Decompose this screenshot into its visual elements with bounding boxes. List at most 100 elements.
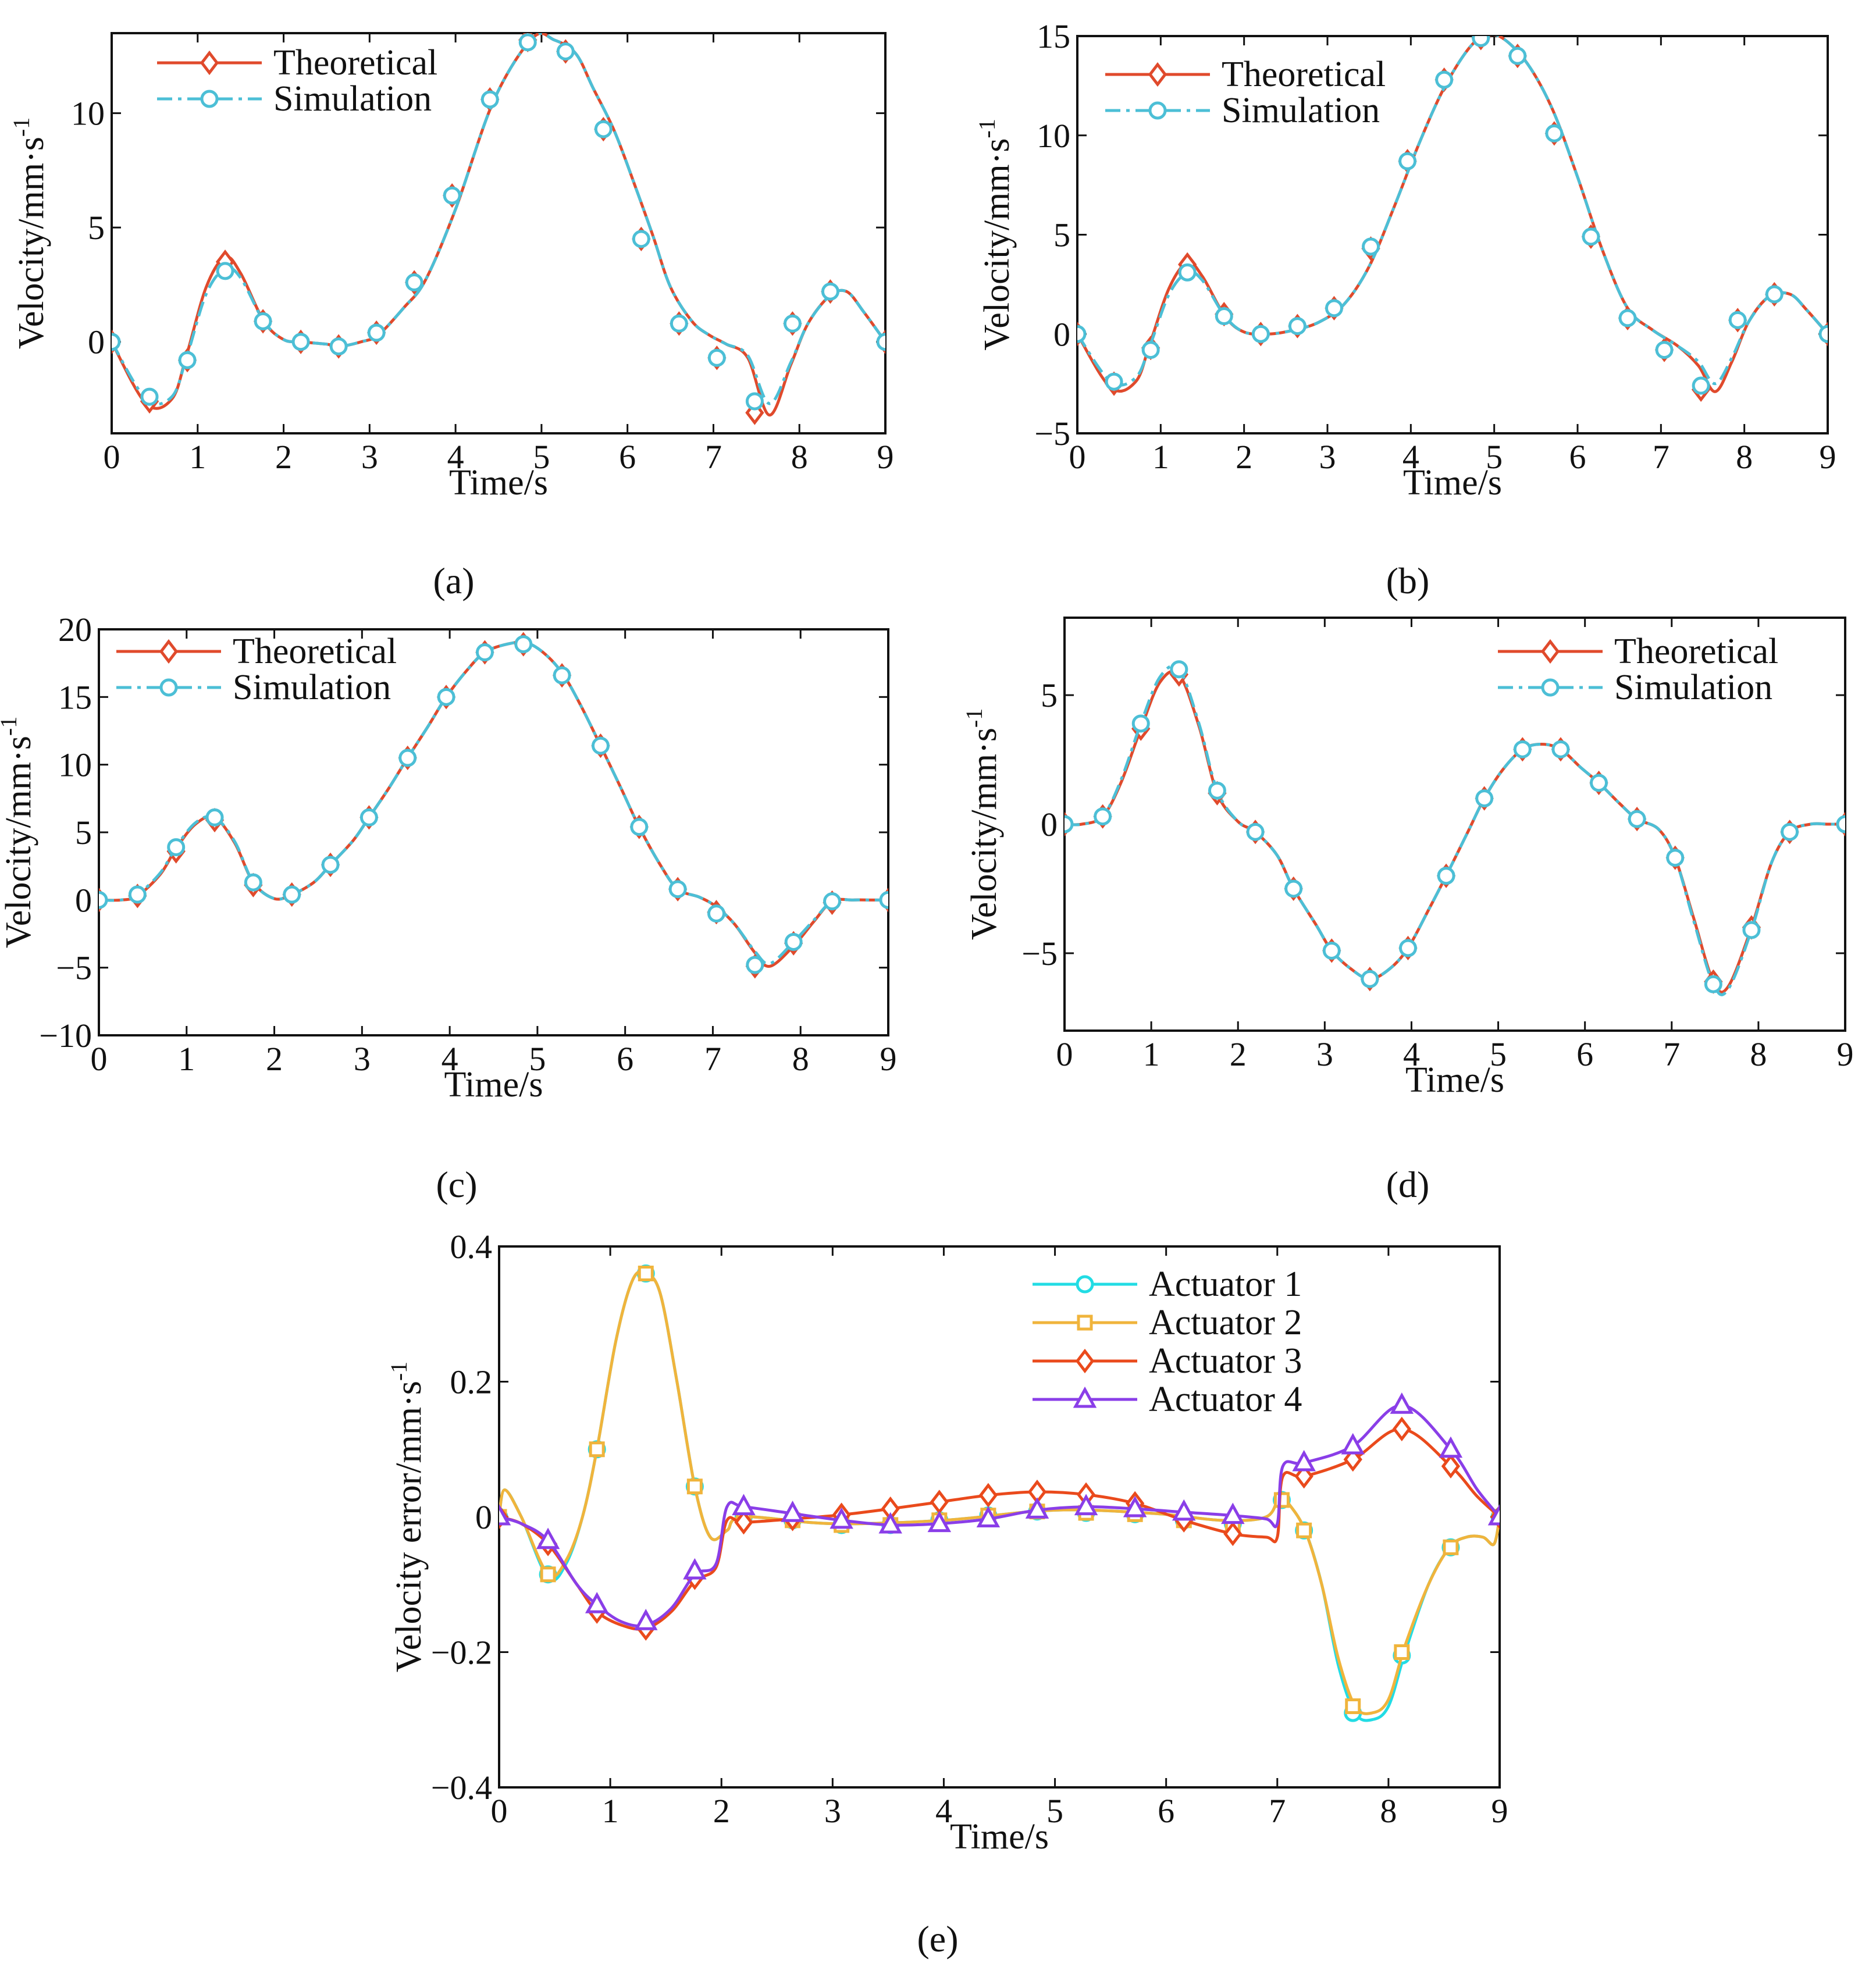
series-line-b-0 — [1077, 36, 1828, 393]
y-tick-label-e: 0 — [475, 1498, 492, 1536]
data-point-c-1 — [99, 890, 108, 909]
data-point-a-1 — [291, 333, 310, 351]
data-point-d-1 — [1781, 822, 1799, 841]
plot-area-c: 0 1 2 3 4 5 6 7 8 9 −10 −5 0 5 10 15 20 Time/s Velocity/mm… — [0, 611, 897, 1105]
data-point-b-1 — [1728, 311, 1747, 329]
y-tick-label-a: 0 — [88, 323, 105, 361]
data-point-d-1 — [1513, 740, 1532, 758]
data-point-e-2 — [734, 1510, 753, 1535]
data-point-b-1 — [1178, 263, 1197, 282]
panel-e: 0 1 2 3 4 5 6 7 8 9 −0.4 −0.2 0 0.2 0.4 Time/s Velocity … — [386, 1228, 1508, 1960]
data-point-e-1 — [1394, 1644, 1410, 1660]
data-point-b-1 — [1325, 299, 1343, 318]
y-tick-label-c: 0 — [75, 881, 92, 919]
data-point-b-1 — [1655, 341, 1674, 359]
data-point-e-1 — [1273, 1492, 1290, 1508]
series-line-c-0 — [99, 640, 888, 968]
data-point-c-1 — [707, 904, 725, 923]
data-point-d-1 — [1590, 774, 1608, 792]
legend-marker — [1148, 62, 1167, 87]
data-point-e-1 — [686, 1479, 703, 1495]
data-point-c-1 — [591, 736, 610, 755]
x-tick-label-a: 1 — [189, 438, 206, 476]
data-point-e-2 — [1223, 1521, 1243, 1547]
y-tick-label-d: 5 — [1041, 676, 1058, 714]
data-point-d-1 — [1475, 789, 1494, 808]
data-point-d-1 — [1437, 867, 1455, 885]
data-point-a-1 — [112, 333, 121, 351]
data-point-d-1 — [1322, 941, 1341, 960]
plot-area-a: 0 1 2 3 4 5 6 7 8 9 0 5 10 Time/s Velocity/mm·s-1 Theor… — [8, 32, 894, 503]
series-c-1 — [99, 635, 888, 974]
y-axis-title-e: Velocity error/mm·s-1 — [386, 1362, 429, 1672]
legend-label: Actuator 2 — [1149, 1303, 1302, 1342]
legend-label: Simulation — [233, 668, 391, 707]
y-tick-label-d: −5 — [1021, 935, 1058, 972]
data-point-d-1 — [1742, 921, 1761, 939]
data-point-d-1 — [1398, 939, 1417, 957]
legend-entry-b-1: Simulation — [1105, 91, 1380, 130]
y-tick-label-b: 5 — [1053, 216, 1070, 254]
y-tick-label-c: 15 — [58, 678, 92, 716]
data-point-b-1 — [1508, 47, 1527, 65]
y-tick-label-d: 0 — [1041, 806, 1058, 843]
data-point-c-1 — [398, 749, 417, 767]
data-point-e-2 — [930, 1490, 949, 1515]
plot-area-e: 0 1 2 3 4 5 6 7 8 9 −0.4 −0.2 0 0.2 0.4 Time/s Velocity … — [386, 1228, 1508, 1857]
legend-entry-e-1: Actuator 2 — [1033, 1303, 1302, 1342]
x-tick-label-c: 2 — [266, 1040, 283, 1078]
data-point-e-2 — [978, 1483, 998, 1508]
x-tick-label-a: 8 — [791, 438, 808, 476]
axes-frame-b — [1076, 35, 1829, 434]
data-point-b-1 — [1105, 372, 1123, 391]
data-point-d-1 — [1065, 815, 1074, 833]
data-point-e-2 — [1343, 1447, 1362, 1472]
x-axis-title-c: Time/s — [444, 1065, 543, 1105]
y-tick-label-a: 5 — [88, 209, 105, 247]
y-tick-label-c: −5 — [56, 949, 92, 987]
data-point-a-1 — [821, 282, 839, 301]
legend-entry-e-3: Actuator 4 — [1033, 1380, 1302, 1419]
data-point-b-1 — [1077, 325, 1087, 343]
legend-entry-e-0: Actuator 1 — [1033, 1264, 1302, 1304]
data-point-c-1 — [475, 643, 494, 662]
data-point-b-1 — [1472, 36, 1490, 47]
data-point-b-1 — [1141, 341, 1160, 359]
x-tick-label-d: 5 — [1490, 1035, 1507, 1073]
data-point-e-1 — [638, 1266, 654, 1281]
data-point-a-1 — [707, 348, 726, 367]
x-tick-label-c: 7 — [704, 1040, 721, 1078]
y-tick-label-c: −10 — [39, 1017, 92, 1055]
data-point-e-1 — [540, 1566, 556, 1583]
x-tick-label-d: 3 — [1316, 1035, 1333, 1073]
data-point-b-1 — [1818, 325, 1828, 343]
data-point-a-1 — [518, 33, 537, 52]
data-point-c-1 — [668, 880, 687, 899]
y-axis-title-superscript: -1 — [8, 117, 34, 137]
data-point-e-3 — [927, 1511, 952, 1533]
panel-caption-c: (c) — [436, 1164, 477, 1205]
legend-label: Actuator 4 — [1149, 1380, 1302, 1419]
data-point-e-3 — [732, 1494, 756, 1516]
axes-frame-c — [98, 628, 889, 1036]
x-tick-label-e: 2 — [713, 1792, 730, 1830]
x-tick-label-a: 6 — [619, 438, 636, 476]
x-tick-label-a: 3 — [361, 438, 378, 476]
legend-entry-e-2: Actuator 3 — [1033, 1341, 1302, 1381]
data-point-a-1 — [254, 312, 272, 330]
y-tick-label-b: −5 — [1034, 415, 1070, 453]
data-point-a-1 — [216, 262, 234, 280]
x-tick-label-a: 4 — [447, 438, 464, 476]
x-tick-label-b: 6 — [1569, 438, 1586, 476]
x-tick-label-b: 2 — [1236, 438, 1252, 476]
x-tick-label-e: 5 — [1046, 1792, 1063, 1830]
panel-caption-a: (a) — [433, 560, 474, 601]
x-tick-label-b: 3 — [1319, 438, 1336, 476]
data-point-a-1 — [443, 186, 461, 205]
data-point-d-1 — [1208, 781, 1226, 800]
x-axis-title-b: Time/s — [1403, 463, 1502, 503]
x-tick-label-d: 0 — [1056, 1035, 1073, 1073]
x-tick-label-e: 0 — [491, 1792, 508, 1830]
data-point-e-1 — [1296, 1522, 1312, 1538]
